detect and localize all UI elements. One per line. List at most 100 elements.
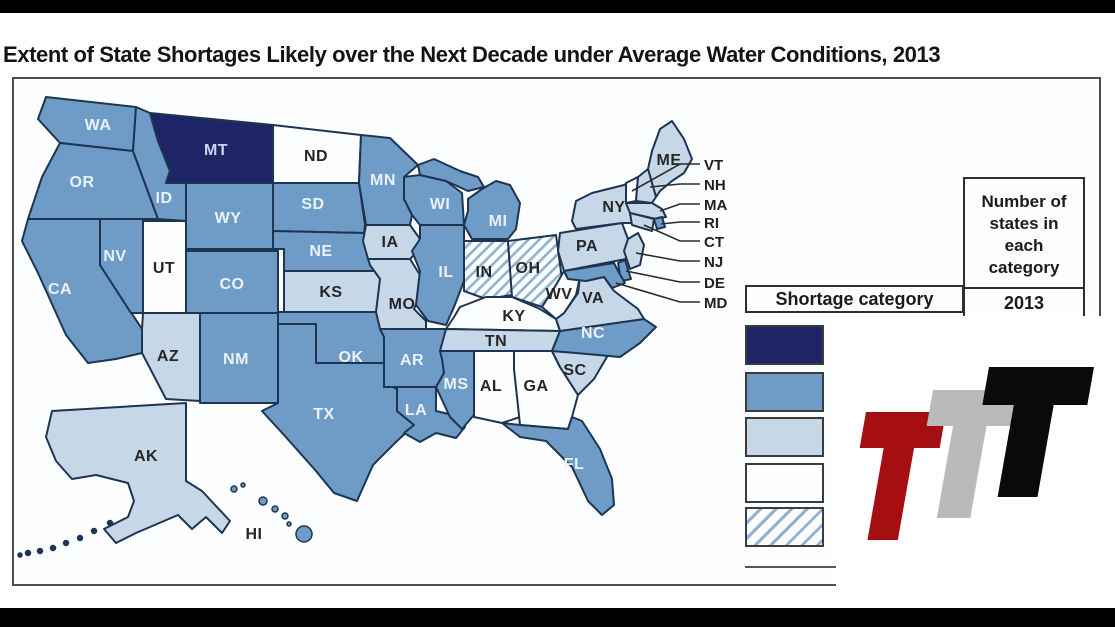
- state-TX: [261, 323, 415, 502]
- state-AK-island: [90, 527, 98, 535]
- state-label-ND: ND: [304, 148, 328, 165]
- legend-count-header: Number of states in each category: [981, 192, 1067, 278]
- state-label-OR: OR: [70, 174, 95, 191]
- leader-label-MD: MD: [704, 295, 727, 312]
- leader-line-DE: [625, 270, 700, 283]
- state-label-SC: SC: [563, 362, 586, 379]
- state-label-IN: IN: [476, 264, 493, 281]
- state-label-PA: PA: [576, 238, 598, 255]
- legend-swatch-category-none: [745, 463, 824, 503]
- state-MD: [563, 262, 626, 289]
- leader-line-MA: [659, 203, 700, 212]
- state-label-SD: SD: [301, 196, 324, 213]
- state-label-MO: MO: [389, 296, 416, 313]
- state-label-AR: AR: [400, 352, 424, 369]
- state-HI-island: [286, 521, 292, 527]
- leader-line-CT: [643, 224, 700, 242]
- state-AK-island: [17, 552, 23, 558]
- legend-swatch-category-hatched: [745, 507, 824, 547]
- state-label-OK: OK: [339, 349, 364, 366]
- state-label-NM: NM: [223, 351, 249, 368]
- leader-line-NH: [649, 183, 700, 188]
- state-label-NE: NE: [309, 243, 332, 260]
- state-label-AL: AL: [480, 378, 502, 395]
- state-LA: [396, 386, 466, 443]
- state-label-MI: MI: [489, 213, 508, 230]
- state-label-VA: VA: [582, 290, 604, 307]
- state-label-ME: ME: [657, 152, 682, 169]
- leader-label-NJ: NJ: [704, 254, 723, 271]
- state-label-IA: IA: [382, 234, 399, 251]
- state-HI-island: [240, 482, 246, 488]
- ttt-logo: [859, 367, 1094, 540]
- state-NJ: [623, 232, 645, 270]
- state-AL: [473, 350, 521, 424]
- legend-year: 2013: [1003, 293, 1045, 313]
- state-label-MS: MS: [444, 376, 469, 393]
- state-AK-island: [49, 544, 57, 552]
- leader-line-NJ: [635, 252, 700, 262]
- leader-label-VT: VT: [704, 157, 723, 174]
- state-label-ID: ID: [156, 190, 173, 207]
- state-label-WY: WY: [215, 210, 242, 227]
- leader-label-NH: NH: [704, 177, 726, 194]
- leader-line-MD: [615, 282, 700, 303]
- state-FL: [501, 416, 615, 516]
- state-label-FL: FL: [564, 456, 585, 473]
- state-label-NV: NV: [103, 248, 126, 265]
- legend-swatch-category-light: [745, 417, 824, 457]
- state-label-KS: KS: [319, 284, 342, 301]
- state-label-CO: CO: [220, 276, 245, 293]
- state-label-CA: CA: [48, 281, 72, 298]
- state-label-UT: UT: [153, 260, 175, 277]
- leader-line-RI: [660, 221, 700, 225]
- page-title: Extent of State Shortages Likely over th…: [3, 42, 941, 67]
- state-label-NC: NC: [581, 325, 605, 342]
- state-label-AZ: AZ: [157, 348, 179, 365]
- state-label-AK: AK: [134, 448, 158, 465]
- state-AK-island: [36, 547, 44, 555]
- state-AK-island: [106, 519, 114, 527]
- bottom-letterbox-bar: [0, 608, 1115, 627]
- state-RI: [653, 216, 666, 230]
- legend-total-rule: [745, 566, 857, 568]
- state-HI-island: [271, 505, 279, 513]
- state-label-HI: HI: [246, 526, 263, 543]
- state-label-OH: OH: [516, 260, 541, 277]
- state-MO: [367, 258, 427, 330]
- top-letterbox-bar: [0, 0, 1115, 13]
- state-label-WV: WV: [546, 286, 573, 303]
- state-MI-upper: [417, 158, 485, 192]
- state-label-IL: IL: [438, 264, 453, 281]
- state-HI-island: [230, 485, 238, 493]
- legend-count-divider: [965, 287, 1083, 289]
- logo-letter-gray: [926, 390, 1021, 518]
- state-HI-island: [295, 525, 313, 543]
- leader-label-RI: RI: [704, 215, 719, 232]
- state-ME: [647, 120, 693, 198]
- state-label-MN: MN: [370, 172, 396, 189]
- state-label-WA: WA: [85, 117, 112, 134]
- state-AK: [45, 402, 231, 544]
- state-HI-island: [281, 512, 289, 520]
- state-label-KY: KY: [502, 308, 525, 325]
- state-MI: [463, 180, 521, 240]
- state-label-TN: TN: [485, 333, 507, 350]
- legend-swatch-category-medium: [745, 372, 824, 412]
- leader-label-CT: CT: [704, 234, 724, 251]
- leader-label-DE: DE: [704, 275, 725, 292]
- state-HI-island: [258, 496, 268, 506]
- us-choropleth-map: WA OR CA NV ID MT WY UT CO AZ NM ND SD NE KS OK TX MN IA MO…: [17, 96, 727, 558]
- logo-overlay: [836, 316, 1115, 608]
- state-label-MT: MT: [204, 142, 228, 159]
- state-NV: [99, 218, 144, 314]
- state-label-GA: GA: [524, 378, 549, 395]
- legend-swatch-category-darkest: [745, 325, 824, 365]
- state-AK-island: [76, 534, 84, 542]
- state-AK-island: [24, 549, 32, 557]
- leader-label-MA: MA: [704, 197, 727, 214]
- state-label-NY: NY: [602, 199, 625, 216]
- state-label-TX: TX: [313, 406, 334, 423]
- legend-category-box: Shortage category: [745, 285, 964, 313]
